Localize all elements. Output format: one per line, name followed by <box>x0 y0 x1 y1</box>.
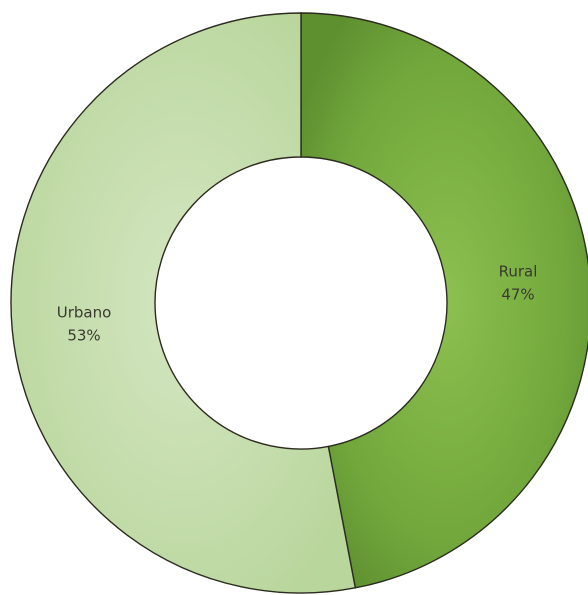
slice-rural <box>300 12 588 589</box>
slice-percent-rural: 47% <box>501 286 534 304</box>
slice-label-rural: Rural <box>499 263 538 281</box>
labels-layer: Rural 47% Urbano 53% <box>57 263 538 345</box>
slice-percent-urbano: 53% <box>67 327 100 345</box>
slices-layer <box>10 12 588 594</box>
slice-label-urbano: Urbano <box>57 304 112 322</box>
slice-urbano <box>10 12 357 594</box>
